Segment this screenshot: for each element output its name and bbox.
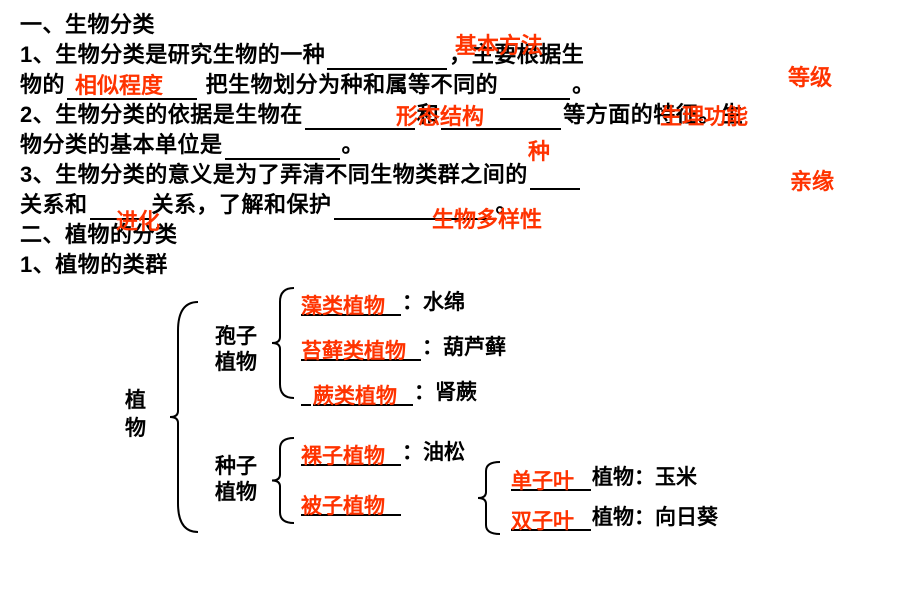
monocot-example: 植物：玉米: [592, 466, 697, 489]
plant-classification-tree: 植物孢子植物种子植物藻类植物：水绵苔藓类植物：葫芦藓蕨类植物：肾蕨裸子植物：油松…: [20, 280, 900, 600]
s1-l4a: 物分类的基本单位是: [20, 132, 223, 157]
gymnosperm: 裸子植物 ：油松: [300, 440, 465, 466]
s1-l3a: 2、生物分类的依据是生物在: [20, 102, 303, 127]
answer-biodiversity: 生物多样性: [432, 208, 542, 232]
moss: 苔藓类植物 ：葫芦藓: [300, 335, 506, 361]
gymnosperm-example: ：油松: [402, 441, 465, 464]
seed-label-2: 植物: [215, 480, 257, 506]
s1-l6a: 关系和: [20, 192, 88, 217]
monocot-answer: 单子叶: [511, 470, 574, 493]
brace-2: [272, 438, 294, 523]
section2-subtitle: 1、植物的类群: [20, 250, 168, 280]
answer-evolution: 进化: [116, 210, 160, 234]
spore-label-1: 孢子: [215, 324, 257, 350]
gymnosperm-answer: 裸子植物: [301, 445, 385, 468]
angiosperm-answer: 被子植物: [301, 495, 385, 518]
dicot-answer: 双子叶: [511, 510, 574, 533]
s1-line4: 物分类的基本单位是 。: [20, 130, 900, 160]
answer-kinship: 亲缘: [790, 170, 834, 194]
brace-3: [478, 462, 500, 534]
brace-1: [272, 288, 294, 398]
answer-physio: 生理功能: [660, 105, 748, 129]
s1-l2b: 把生物划分为种和属等不同的: [199, 72, 498, 97]
s1-l6b: 关系，了解和保护: [152, 192, 332, 217]
spore-label-2: 植物: [215, 350, 257, 376]
algae: 藻类植物 ：水绵: [300, 290, 465, 316]
answer-species: 种: [528, 140, 550, 164]
seed-label-1: 种子: [215, 454, 257, 480]
s1-l2c: 。: [572, 72, 595, 97]
answer-level: 等级: [788, 66, 832, 90]
moss-answer: 苔藓类植物: [301, 340, 406, 363]
s1-l1a: 1、生物分类是研究生物的一种: [20, 42, 325, 67]
s1-l5a: 3、生物分类的意义是为了弄清不同生物类群之间的: [20, 162, 528, 187]
monocot: 单子叶植物：玉米: [510, 465, 697, 491]
root-line1: 植: [125, 388, 146, 414]
algae-answer: 藻类植物: [301, 295, 385, 318]
answer-shape_struct: 形态结构: [396, 105, 484, 129]
fern: 蕨类植物 ：肾蕨: [300, 380, 477, 406]
blank-5a: [530, 168, 580, 190]
algae-example: ：水绵: [402, 291, 465, 314]
brace-0: [170, 302, 198, 532]
root-line2: 物: [125, 416, 146, 442]
blank-2b: [500, 78, 570, 100]
s1-line5: 3、生物分类的意义是为了弄清不同生物类群之间的: [20, 160, 900, 190]
moss-example: ：葫芦藓: [422, 336, 506, 359]
answer-similarity: 相似程度: [75, 74, 163, 98]
dicot-example: 植物：向日葵: [592, 506, 718, 529]
fern-answer: 蕨类植物: [313, 385, 397, 408]
dicot: 双子叶植物：向日葵: [510, 505, 718, 531]
blank-4a: [225, 138, 340, 160]
blank-1a: [327, 48, 447, 70]
s1-l4b: 。: [342, 132, 365, 157]
s1-l2a: 物的: [20, 72, 65, 97]
angiosperm: 被子植物: [300, 490, 402, 516]
fern-example: ：肾蕨: [414, 381, 477, 404]
answer-basic_method: 基本方法: [455, 34, 543, 58]
